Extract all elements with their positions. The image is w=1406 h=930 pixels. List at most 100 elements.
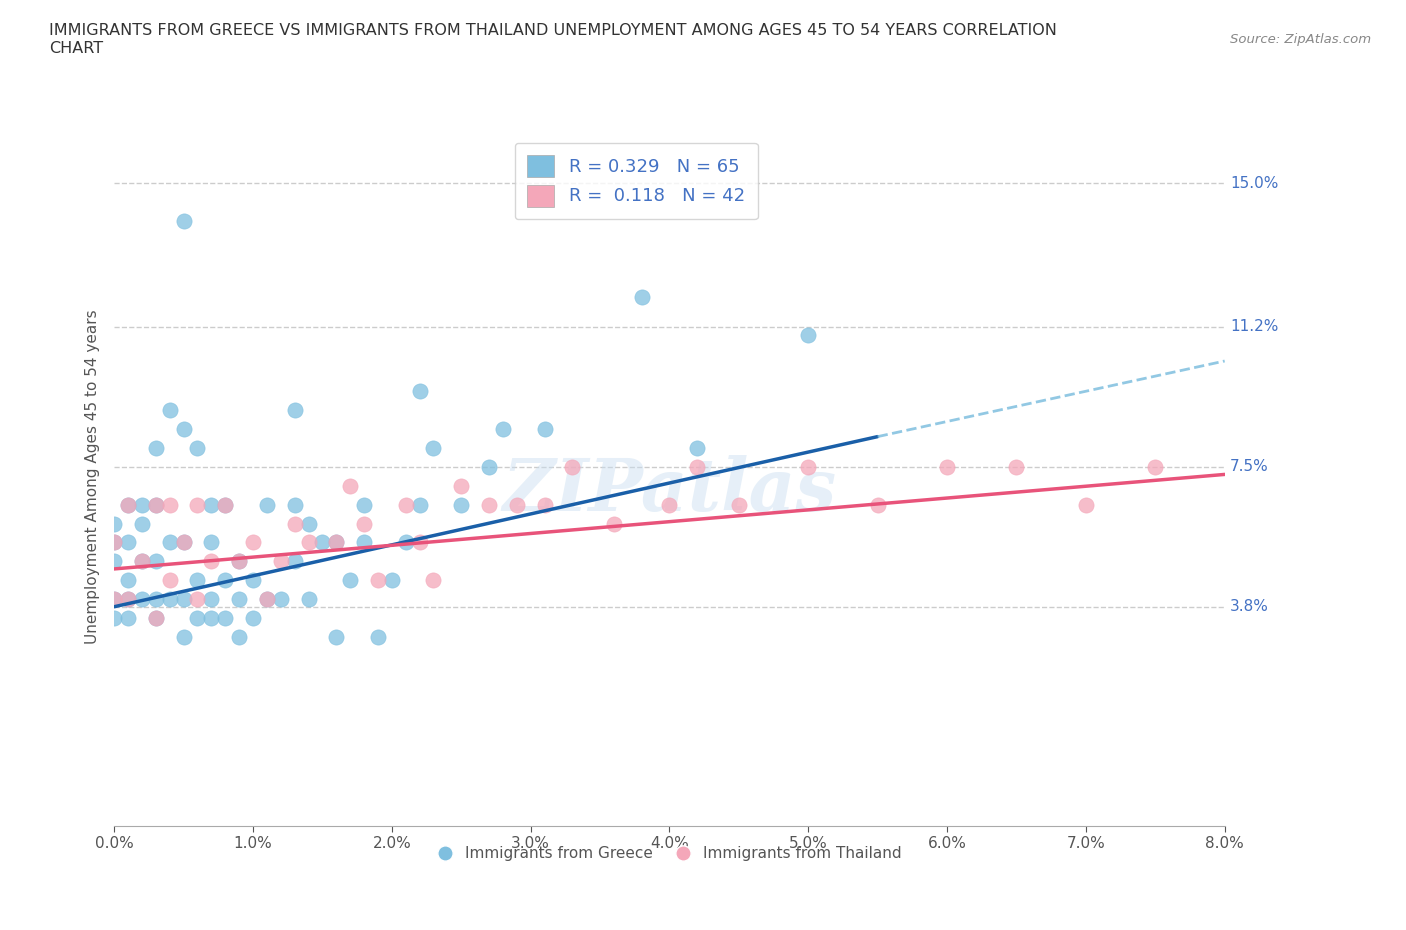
Point xyxy=(103,535,125,550)
Point xyxy=(103,591,125,606)
Point xyxy=(367,573,389,588)
Point xyxy=(353,498,375,512)
Point xyxy=(395,498,418,512)
Point xyxy=(353,535,375,550)
Point xyxy=(173,535,195,550)
Point xyxy=(228,630,250,644)
Point xyxy=(630,289,652,304)
Point xyxy=(242,535,264,550)
Point xyxy=(297,535,319,550)
Point xyxy=(186,441,208,456)
Text: Source: ZipAtlas.com: Source: ZipAtlas.com xyxy=(1230,33,1371,46)
Point xyxy=(297,591,319,606)
Point xyxy=(284,554,307,569)
Text: IMMIGRANTS FROM GREECE VS IMMIGRANTS FROM THAILAND UNEMPLOYMENT AMONG AGES 45 TO: IMMIGRANTS FROM GREECE VS IMMIGRANTS FRO… xyxy=(49,23,1057,56)
Point xyxy=(173,421,195,436)
Point xyxy=(200,591,222,606)
Y-axis label: Unemployment Among Ages 45 to 54 years: Unemployment Among Ages 45 to 54 years xyxy=(86,309,100,644)
Point xyxy=(117,591,139,606)
Point xyxy=(270,591,292,606)
Point xyxy=(145,554,167,569)
Point xyxy=(159,535,181,550)
Text: 3.8%: 3.8% xyxy=(1230,599,1270,614)
Point xyxy=(686,459,709,474)
Point xyxy=(131,554,153,569)
Text: ZIPatlas: ZIPatlas xyxy=(502,455,837,525)
Point xyxy=(422,573,444,588)
Point xyxy=(533,498,555,512)
Point xyxy=(797,327,820,342)
Point xyxy=(145,498,167,512)
Point xyxy=(131,516,153,531)
Point xyxy=(228,554,250,569)
Point xyxy=(186,591,208,606)
Point xyxy=(214,498,236,512)
Point xyxy=(533,421,555,436)
Point xyxy=(228,591,250,606)
Point xyxy=(228,554,250,569)
Point xyxy=(284,498,307,512)
Point xyxy=(145,611,167,626)
Point xyxy=(603,516,626,531)
Point xyxy=(284,403,307,418)
Point xyxy=(270,554,292,569)
Point xyxy=(214,573,236,588)
Point xyxy=(506,498,529,512)
Point xyxy=(936,459,959,474)
Point xyxy=(186,498,208,512)
Point xyxy=(145,611,167,626)
Point xyxy=(159,498,181,512)
Point xyxy=(478,459,501,474)
Point xyxy=(186,611,208,626)
Text: 7.5%: 7.5% xyxy=(1230,459,1270,474)
Point xyxy=(145,441,167,456)
Point xyxy=(117,573,139,588)
Legend: Immigrants from Greece, Immigrants from Thailand: Immigrants from Greece, Immigrants from … xyxy=(432,840,908,868)
Point xyxy=(1144,459,1167,474)
Point xyxy=(145,591,167,606)
Point xyxy=(173,535,195,550)
Point xyxy=(408,384,430,399)
Point xyxy=(103,554,125,569)
Point xyxy=(200,498,222,512)
Text: 15.0%: 15.0% xyxy=(1230,176,1278,191)
Point xyxy=(395,535,418,550)
Point xyxy=(492,421,515,436)
Point xyxy=(450,498,472,512)
Point xyxy=(200,611,222,626)
Point xyxy=(117,535,139,550)
Point xyxy=(214,100,236,115)
Point xyxy=(408,535,430,550)
Point xyxy=(173,591,195,606)
Point xyxy=(561,459,583,474)
Point xyxy=(1005,459,1028,474)
Point xyxy=(297,516,319,531)
Point xyxy=(117,611,139,626)
Point xyxy=(256,591,278,606)
Point xyxy=(658,498,681,512)
Point xyxy=(381,573,404,588)
Point xyxy=(159,573,181,588)
Point xyxy=(214,498,236,512)
Point xyxy=(131,554,153,569)
Point xyxy=(325,535,347,550)
Point xyxy=(131,498,153,512)
Point xyxy=(256,498,278,512)
Point xyxy=(325,630,347,644)
Point xyxy=(325,535,347,550)
Point xyxy=(173,214,195,229)
Point xyxy=(103,591,125,606)
Point xyxy=(200,554,222,569)
Point xyxy=(727,498,749,512)
Point xyxy=(242,611,264,626)
Point xyxy=(422,441,444,456)
Point xyxy=(256,591,278,606)
Point xyxy=(159,591,181,606)
Point xyxy=(339,573,361,588)
Text: 11.2%: 11.2% xyxy=(1230,320,1278,335)
Point xyxy=(214,611,236,626)
Point xyxy=(117,498,139,512)
Point xyxy=(159,403,181,418)
Point xyxy=(353,516,375,531)
Point xyxy=(311,535,333,550)
